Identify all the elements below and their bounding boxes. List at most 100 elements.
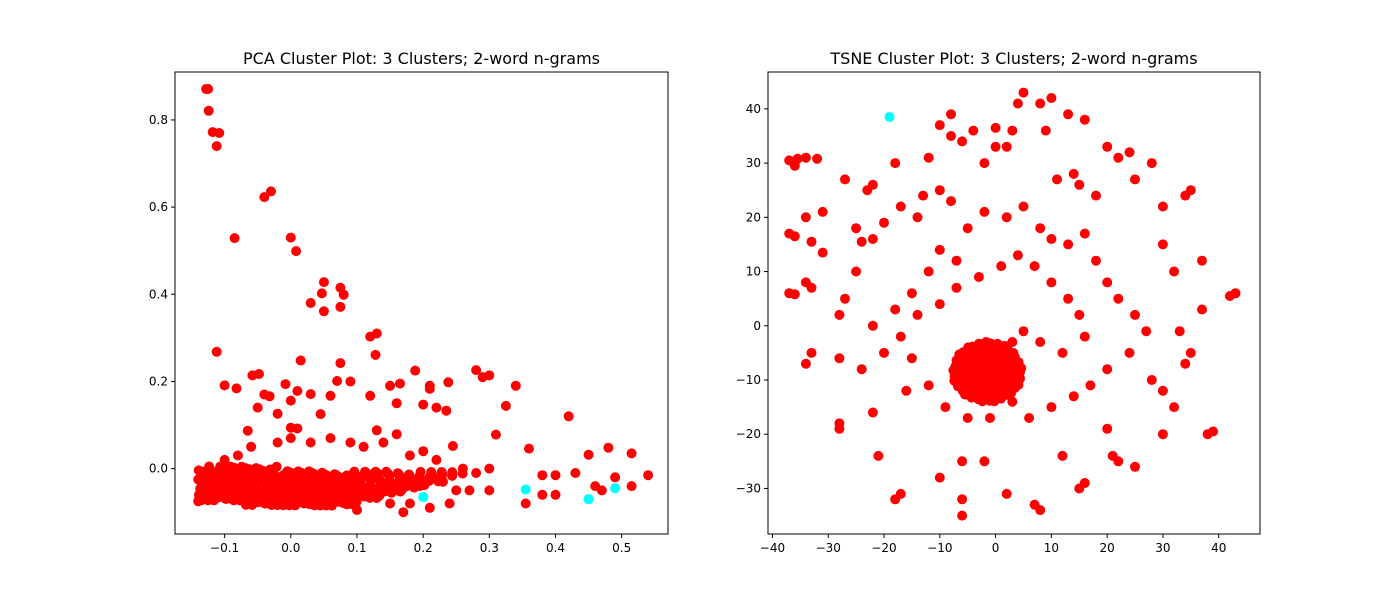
pca-point bbox=[356, 479, 367, 490]
tsne-point bbox=[1046, 93, 1057, 103]
tsne-x-tick-label: 10 bbox=[1044, 541, 1059, 555]
tsne-x-tick-label: 20 bbox=[1100, 541, 1115, 555]
pca-point bbox=[389, 483, 400, 494]
tsne-point bbox=[1185, 347, 1196, 358]
tsne-point bbox=[862, 185, 873, 196]
pca-point bbox=[345, 376, 356, 387]
tsne-point bbox=[895, 201, 906, 212]
tsne-point bbox=[834, 423, 845, 434]
pca-point bbox=[259, 477, 270, 488]
tsne-point bbox=[946, 196, 956, 207]
pca-y-tick-label: 0.8 bbox=[149, 113, 168, 127]
tsne-point bbox=[895, 488, 906, 499]
pca-point bbox=[520, 498, 531, 509]
pca-point bbox=[373, 473, 384, 484]
pca-point bbox=[239, 494, 250, 505]
tsne-point bbox=[806, 236, 817, 247]
tsne-point bbox=[1068, 168, 1079, 179]
pca-point bbox=[570, 468, 581, 478]
pca-point bbox=[346, 486, 357, 497]
pca-point bbox=[444, 498, 455, 509]
tsne-point bbox=[867, 320, 878, 331]
pca-point bbox=[316, 288, 327, 299]
pca-x-tick-label: −0.1 bbox=[210, 541, 239, 555]
pca-point bbox=[365, 390, 376, 401]
pca-point bbox=[471, 365, 482, 376]
pca-point bbox=[254, 469, 265, 480]
tsne-point bbox=[989, 396, 1000, 407]
tsne-point bbox=[960, 389, 971, 400]
tsne-point bbox=[1130, 309, 1140, 320]
tsne-point bbox=[979, 206, 990, 217]
tsne-point bbox=[954, 349, 965, 360]
pca-point bbox=[404, 450, 415, 461]
pca-point bbox=[411, 478, 422, 489]
pca-x-tick-label: 0.1 bbox=[347, 541, 366, 555]
tsne-point bbox=[1102, 141, 1113, 152]
tsne-point bbox=[981, 337, 992, 347]
tsne-point bbox=[1012, 98, 1023, 109]
pca-point bbox=[242, 425, 253, 436]
tsne-point bbox=[973, 272, 984, 282]
tsne-point bbox=[1057, 450, 1068, 461]
pca-points bbox=[193, 84, 654, 518]
tsne-point bbox=[879, 347, 889, 358]
pca-x-tick-label: 0.5 bbox=[612, 541, 631, 555]
tsne-point bbox=[1029, 261, 1040, 272]
tsne-point bbox=[1185, 185, 1196, 196]
tsne-point bbox=[1063, 109, 1074, 120]
pca-point bbox=[441, 405, 452, 416]
pca-point bbox=[418, 446, 429, 457]
pca-point bbox=[371, 328, 382, 339]
pca-point bbox=[231, 383, 242, 394]
tsne-point bbox=[906, 353, 917, 364]
pca-point bbox=[218, 466, 229, 477]
pca-point bbox=[285, 395, 296, 406]
tsne-point bbox=[800, 358, 811, 369]
pca-point bbox=[626, 481, 637, 492]
pca-point bbox=[484, 370, 495, 381]
tsne-point bbox=[1063, 293, 1074, 304]
pca-point bbox=[320, 482, 331, 493]
tsne-point bbox=[1157, 429, 1168, 440]
tsne-point bbox=[1079, 331, 1090, 342]
pca-point bbox=[381, 466, 392, 477]
tsne-point bbox=[1224, 291, 1235, 301]
tsne-point bbox=[923, 152, 934, 163]
pca-point bbox=[370, 349, 381, 360]
pca-point bbox=[404, 498, 415, 509]
pca-point bbox=[195, 487, 206, 498]
pca-point bbox=[292, 386, 303, 396]
tsne-point bbox=[884, 112, 895, 122]
pca-point bbox=[404, 469, 414, 480]
tsne-scatter-chart: TSNE Cluster Plot: 3 Clusters; 2-word n-… bbox=[736, 49, 1261, 555]
pca-point bbox=[464, 485, 475, 496]
pca-point bbox=[332, 376, 343, 386]
tsne-point bbox=[1157, 201, 1168, 212]
tsne-point bbox=[1016, 363, 1027, 374]
pca-point bbox=[292, 423, 303, 434]
tsne-point bbox=[951, 255, 962, 266]
tsne-point bbox=[1079, 114, 1090, 125]
pca-point bbox=[285, 232, 296, 243]
tsne-point bbox=[1013, 379, 1024, 390]
tsne-point bbox=[1046, 234, 1057, 244]
tsne-point bbox=[851, 266, 862, 277]
pca-point bbox=[209, 495, 220, 506]
tsne-point bbox=[912, 212, 923, 223]
tsne-x-tick-label: −10 bbox=[927, 541, 952, 555]
tsne-y-tick-label: −20 bbox=[736, 427, 761, 441]
tsne-point bbox=[918, 190, 929, 201]
tsne-point bbox=[1024, 413, 1035, 423]
pca-point bbox=[371, 425, 382, 436]
tsne-point bbox=[1102, 423, 1113, 434]
pca-point bbox=[374, 490, 385, 501]
tsne-point bbox=[1079, 478, 1090, 488]
tsne-point bbox=[1180, 358, 1191, 369]
pca-point bbox=[211, 346, 222, 357]
pca-point bbox=[424, 502, 435, 513]
tsne-point bbox=[990, 122, 1001, 133]
tsne-point bbox=[812, 153, 823, 164]
tsne-point bbox=[1018, 201, 1029, 212]
pca-point bbox=[291, 492, 302, 503]
